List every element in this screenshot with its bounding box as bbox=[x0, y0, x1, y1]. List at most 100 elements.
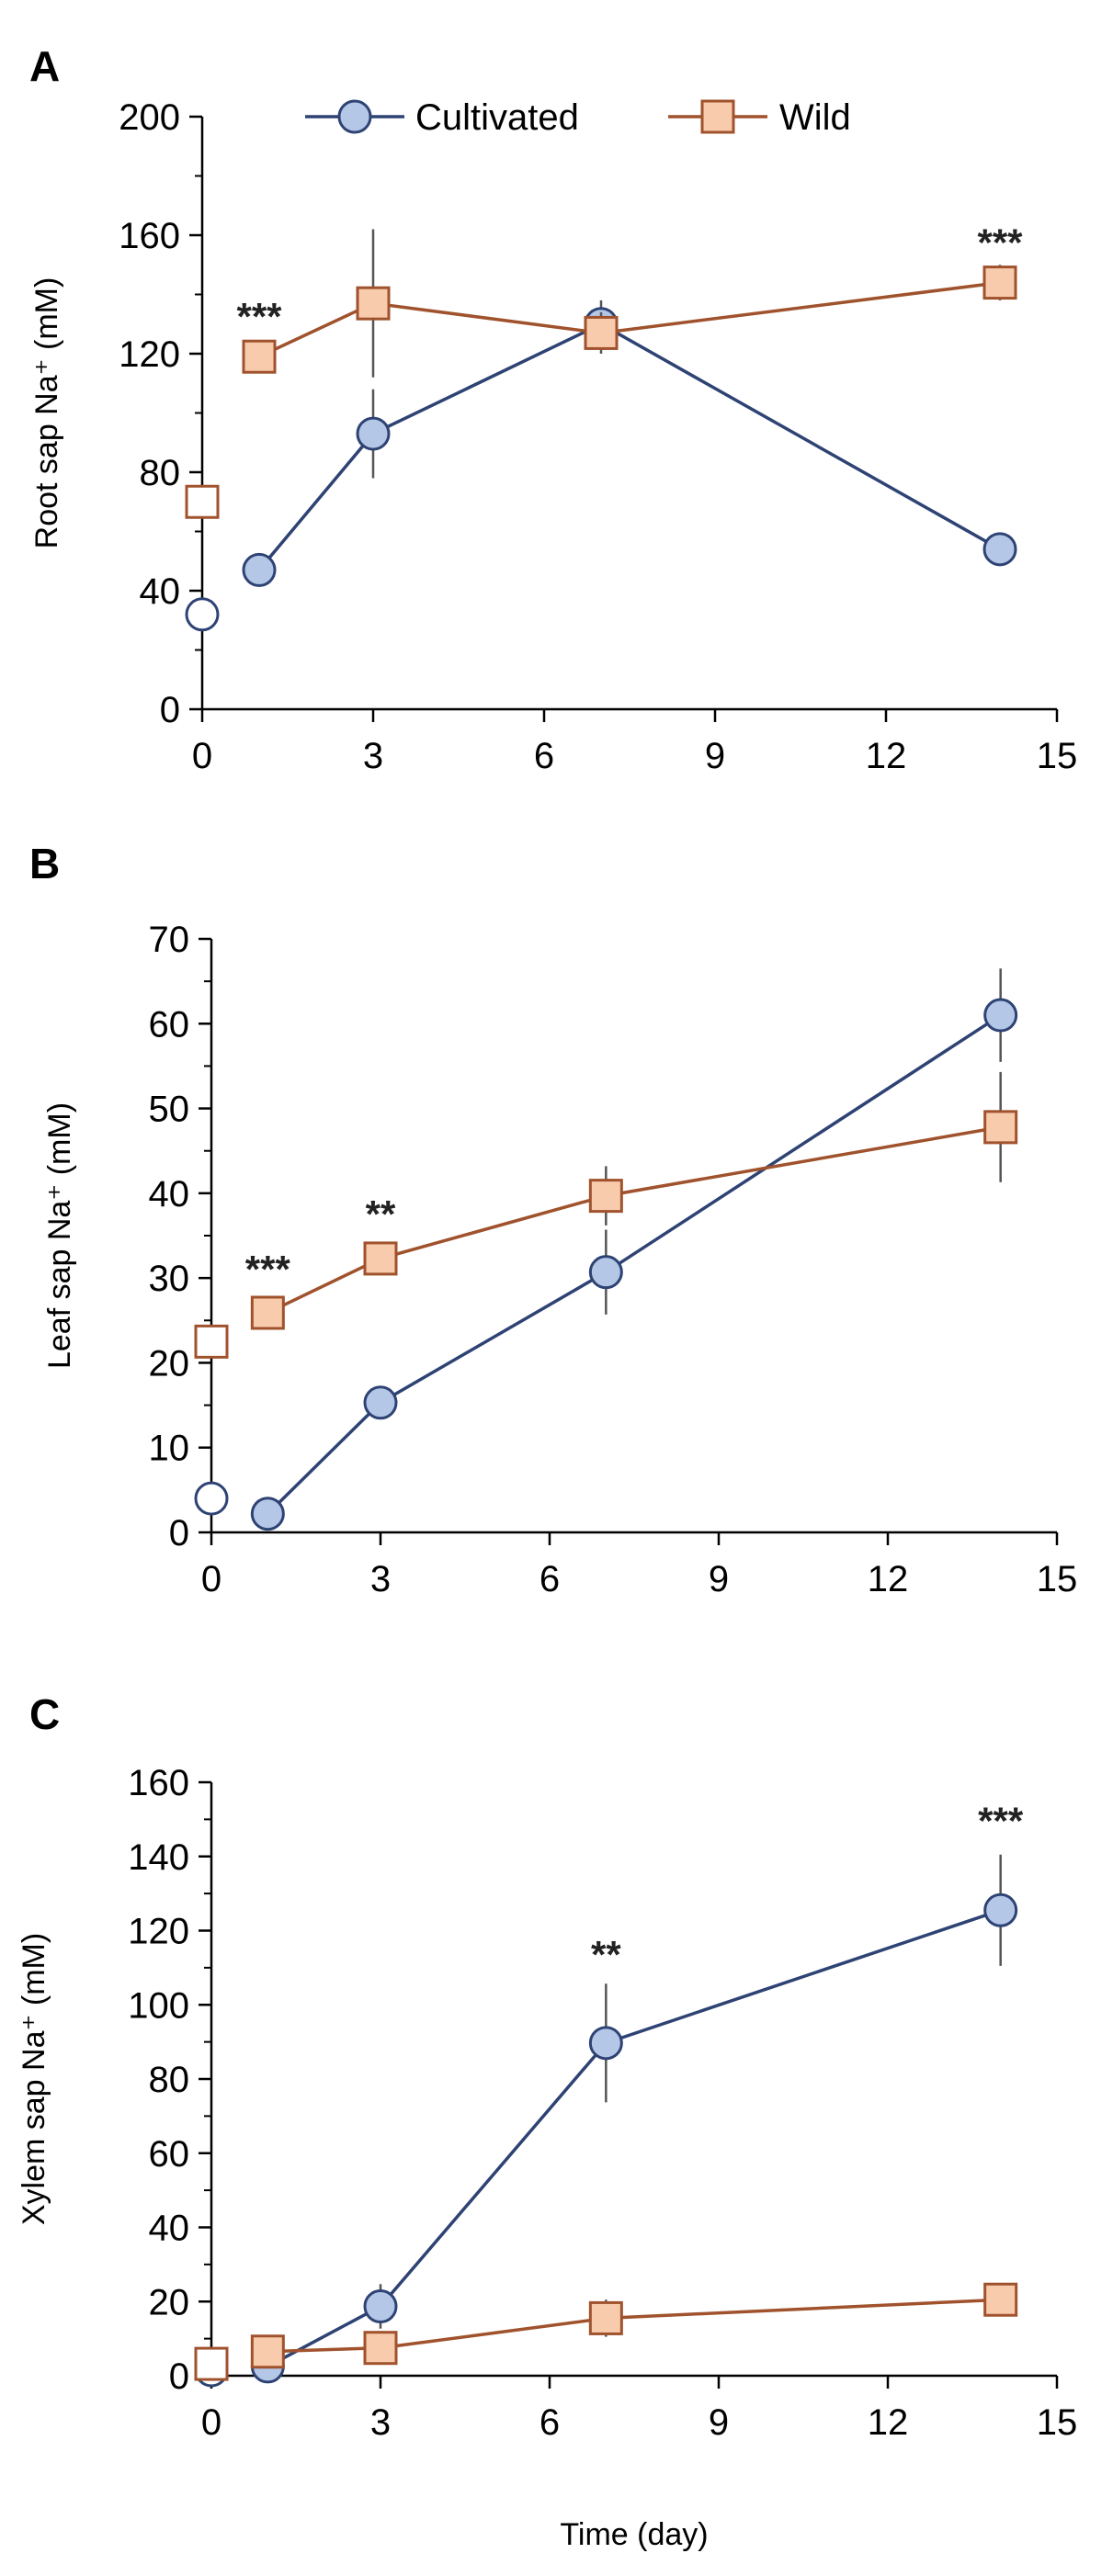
x-tick-label: 15 bbox=[1037, 2402, 1078, 2443]
series-line bbox=[267, 1908, 1002, 2368]
x-tick-label: 12 bbox=[868, 2402, 909, 2443]
legend-label: Cultivated bbox=[415, 97, 579, 138]
x-tick-label: 15 bbox=[1037, 736, 1078, 776]
significance-label: ** bbox=[366, 1192, 396, 1236]
x-tick-label: 3 bbox=[363, 736, 383, 776]
legend-marker bbox=[700, 99, 735, 134]
panel-letter: B bbox=[29, 840, 60, 887]
y-tick-label: 120 bbox=[128, 1912, 189, 1952]
data-point bbox=[982, 266, 1017, 300]
x-tick-label: 9 bbox=[705, 736, 725, 776]
series-line bbox=[257, 322, 1001, 571]
baseline-point bbox=[185, 597, 220, 632]
data-point bbox=[983, 998, 1018, 1033]
data-point bbox=[363, 1241, 398, 1276]
y-axis-title: Root sap Na⁺ (mM) bbox=[29, 277, 64, 549]
data-point bbox=[363, 1385, 398, 1420]
x-tick-label: 3 bbox=[370, 1559, 391, 1599]
x-tick-label: 12 bbox=[866, 736, 907, 776]
series-wild bbox=[194, 1071, 1018, 1359]
x-tick-label: 0 bbox=[201, 1559, 221, 1599]
x-tick-label: 12 bbox=[868, 1559, 909, 1599]
data-point bbox=[588, 1179, 623, 1214]
panel-b: B 0 10 20 30 40 50 60 70 0 3 6 9 12 15 Leaf sap Na⁺ (mM… bbox=[29, 840, 1077, 1599]
y-tick-label: 60 bbox=[149, 2134, 190, 2175]
baseline-point bbox=[194, 1324, 229, 1359]
data-point bbox=[356, 416, 391, 451]
significance-label: *** bbox=[977, 221, 1023, 265]
y-tick-label: 0 bbox=[169, 1513, 189, 1554]
data-point bbox=[250, 2334, 285, 2369]
y-tick-label: 140 bbox=[128, 1837, 189, 1878]
y-tick-label: 50 bbox=[149, 1090, 190, 1130]
y-tick-label: 80 bbox=[140, 453, 181, 493]
data-point bbox=[356, 286, 391, 321]
y-tick-label: 160 bbox=[128, 1763, 189, 1803]
x-tick-label: 6 bbox=[539, 1559, 560, 1599]
x-tick-label: 0 bbox=[201, 2402, 221, 2443]
data-point bbox=[250, 1497, 285, 1531]
legend: Cultivated Wild bbox=[305, 97, 851, 138]
series-line bbox=[267, 1125, 1001, 1315]
y-tick-label: 0 bbox=[169, 2356, 189, 2397]
x-tick-label: 6 bbox=[539, 2402, 560, 2443]
y-tick-label: 40 bbox=[149, 2209, 190, 2249]
y-tick-label: 30 bbox=[149, 1259, 190, 1299]
y-tick-label: 60 bbox=[149, 1004, 190, 1045]
series-line bbox=[258, 280, 1001, 358]
y-tick-label: 70 bbox=[149, 920, 190, 960]
y-tick-label: 160 bbox=[119, 216, 180, 256]
x-tick-label: 0 bbox=[192, 736, 212, 776]
y-tick-label: 80 bbox=[149, 2060, 190, 2100]
series-line bbox=[267, 1013, 1002, 1515]
y-axis-title: Xylem sap Na⁺ (mM) bbox=[17, 1933, 51, 2225]
significance-label: *** bbox=[978, 1800, 1024, 1843]
y-tick-label: 200 bbox=[119, 97, 180, 138]
data-point bbox=[588, 1255, 623, 1290]
data-point bbox=[363, 2331, 398, 2366]
x-tick-label: 6 bbox=[534, 736, 554, 776]
data-point bbox=[584, 315, 619, 350]
data-point bbox=[250, 1295, 285, 1330]
x-tick-label: 15 bbox=[1037, 1559, 1078, 1599]
series-wild bbox=[185, 229, 1017, 519]
data-point bbox=[982, 532, 1017, 567]
data-point bbox=[242, 552, 277, 587]
legend-label: Wild bbox=[779, 97, 851, 138]
series-wild bbox=[194, 2282, 1018, 2381]
y-axis-title: Leaf sap Na⁺ (mM) bbox=[42, 1102, 77, 1369]
series-cultivated bbox=[194, 968, 1018, 1531]
data-point bbox=[588, 2300, 623, 2335]
data-point bbox=[363, 2288, 398, 2323]
panel-letter: A bbox=[29, 42, 60, 90]
data-point bbox=[983, 1892, 1018, 1927]
baseline-point bbox=[194, 2346, 229, 2381]
x-axis-title: Time (day) bbox=[560, 2517, 708, 2552]
y-tick-label: 40 bbox=[149, 1174, 190, 1215]
y-tick-label: 20 bbox=[149, 2282, 190, 2322]
significance-label: *** bbox=[236, 295, 282, 338]
data-point bbox=[588, 2026, 623, 2061]
data-point bbox=[983, 2282, 1018, 2317]
panel-letter: C bbox=[29, 1690, 60, 1738]
baseline-point bbox=[185, 484, 220, 519]
y-tick-label: 10 bbox=[149, 1429, 190, 1469]
panel-a: A 0 40 80 120 160 200 0 3 6 9 12 15 Root sap Na⁺ (mM)… bbox=[29, 42, 1077, 776]
x-tick-label: 9 bbox=[709, 1559, 729, 1599]
data-point bbox=[242, 339, 277, 374]
data-point bbox=[983, 1110, 1018, 1145]
y-tick-label: 120 bbox=[119, 334, 180, 375]
y-tick-label: 20 bbox=[149, 1343, 190, 1384]
baseline-point bbox=[194, 1481, 229, 1516]
x-tick-label: 9 bbox=[709, 2402, 729, 2443]
significance-label: ** bbox=[591, 1933, 621, 1976]
series-line bbox=[267, 2298, 1001, 2354]
legend-marker bbox=[337, 99, 372, 134]
significance-label: *** bbox=[245, 1248, 291, 1291]
y-tick-label: 0 bbox=[160, 690, 180, 730]
y-tick-label: 40 bbox=[140, 571, 181, 612]
panel-c: C 0 20 40 60 80 100 120 140 160 0 3 6 9 12 15 Xylem sap … bbox=[17, 1690, 1077, 2552]
y-tick-label: 100 bbox=[128, 1985, 189, 2026]
x-tick-label: 3 bbox=[370, 2402, 391, 2443]
